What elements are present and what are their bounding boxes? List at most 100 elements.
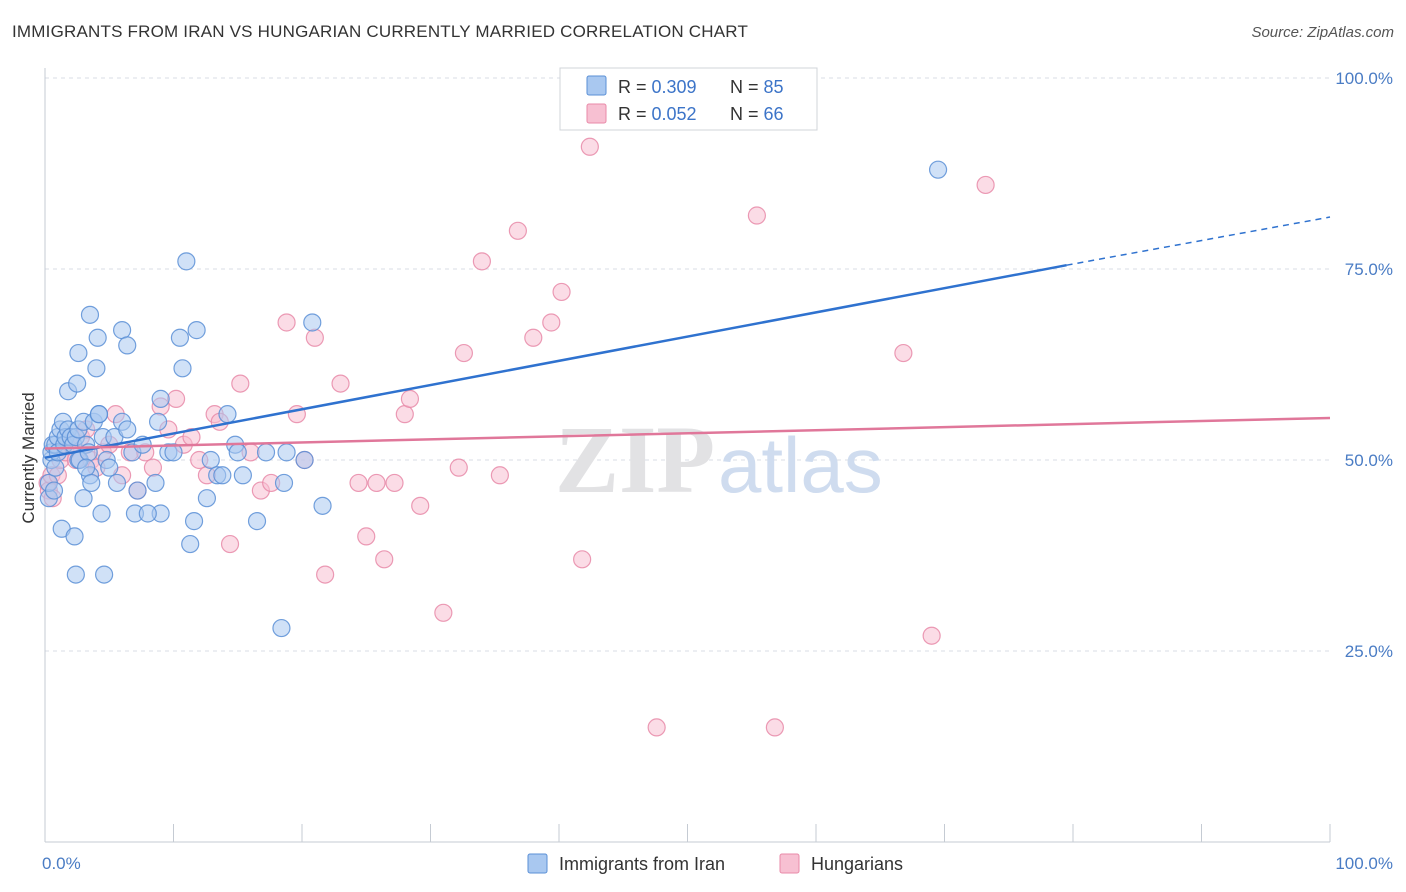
point-hungarians (220, 534, 240, 554)
point-hungarians (508, 221, 527, 240)
point-iran (197, 489, 217, 508)
point-iran (233, 466, 252, 485)
point-hungarians (400, 389, 420, 408)
point-iran (218, 405, 237, 424)
point-iran (151, 389, 170, 408)
point-hungarians (454, 343, 474, 363)
point-hungarians (542, 313, 561, 332)
point-iran (44, 481, 64, 500)
point-hungarians (894, 343, 913, 363)
point-iran (170, 328, 190, 347)
legend-n-value-2: 66 (764, 104, 784, 124)
x-tick-label: 100.0% (1335, 854, 1393, 873)
point-iran (201, 450, 220, 470)
point-hungarians (765, 718, 784, 737)
point-iran (187, 321, 206, 340)
point-iran (68, 374, 87, 393)
bottom-legend-swatch-iran (527, 853, 548, 874)
point-hungarians (747, 206, 766, 225)
grid (45, 77, 1330, 652)
point-hungarians (277, 313, 296, 332)
point-iran (82, 473, 101, 493)
point-iran (77, 458, 96, 477)
point-hungarians (166, 389, 186, 408)
point-iran (303, 313, 322, 332)
point-iran (256, 443, 276, 462)
y-axis-label: Currently Married (19, 392, 38, 523)
chart-source: Source: ZipAtlas.com (1251, 24, 1394, 41)
bottom-legend: Immigrants from Iran Hungarians (527, 853, 903, 874)
point-hungarians (524, 328, 543, 347)
point-iran (118, 420, 137, 439)
point-iran (295, 450, 314, 470)
point-hungarians (449, 458, 468, 477)
svg-text:N = 85: N = 85 (730, 77, 784, 97)
y-tick-label: 75.0% (1345, 260, 1393, 279)
point-iran (88, 328, 107, 347)
point-hungarians (552, 282, 571, 302)
bottom-legend-swatch-hungarians (779, 853, 800, 874)
point-iran (173, 359, 192, 378)
point-hungarians (434, 603, 453, 622)
y-tick-label: 50.0% (1345, 451, 1393, 470)
point-iran (313, 496, 332, 515)
point-iran (69, 343, 88, 363)
point-hungarians (573, 550, 592, 569)
legend: R = 0.309 N = 85 R = 0.052 N = 66 (559, 67, 818, 131)
point-hungarians (367, 473, 386, 493)
x-tick-label: 0.0% (42, 854, 81, 873)
legend-n-value-1: 85 (764, 77, 784, 97)
bottom-legend-label-hungarians: Hungarians (811, 854, 903, 874)
point-iran (118, 336, 137, 355)
watermark-atlas: atlas (718, 421, 883, 509)
point-iran (65, 527, 84, 546)
chart-title: IMMIGRANTS FROM IRAN VS HUNGARIAN CURREN… (12, 22, 749, 41)
point-iran (148, 412, 168, 431)
point-iran (228, 443, 247, 462)
point-hungarians (395, 405, 414, 424)
point-hungarians (305, 328, 324, 347)
point-hungarians (472, 252, 491, 271)
point-iran (66, 565, 85, 584)
point-iran (274, 473, 294, 493)
trend-lines (44, 216, 1331, 459)
legend-r-value-1: 0.309 (652, 77, 697, 97)
point-iran (100, 458, 119, 477)
point-iran (89, 405, 109, 424)
point-hungarians (349, 473, 368, 493)
svg-text:R = 0.052: R = 0.052 (618, 104, 697, 124)
legend-r-label-2: R = (618, 104, 652, 124)
trend-line-hungarians (44, 416, 1331, 450)
legend-n-label-1: N = (730, 77, 764, 97)
point-iran (107, 473, 127, 493)
point-iran (46, 458, 65, 477)
legend-n-label-2: N = (730, 104, 764, 124)
trend-line-iran (44, 263, 1067, 459)
point-iran (95, 565, 114, 584)
data-points (38, 137, 995, 737)
point-hungarians (231, 374, 250, 393)
point-hungarians (411, 496, 430, 515)
point-hungarians (922, 626, 941, 645)
point-iran (164, 443, 183, 462)
point-iran (213, 466, 232, 485)
point-iran (138, 504, 157, 523)
point-hungarians (143, 458, 163, 477)
point-hungarians (580, 137, 599, 156)
y-tick-label: 25.0% (1345, 642, 1393, 661)
point-iran (80, 305, 100, 324)
point-iran (177, 252, 196, 271)
watermark-zip: ZIP (555, 406, 715, 513)
point-iran (184, 512, 204, 531)
point-iran (181, 534, 200, 554)
point-hungarians (976, 175, 995, 195)
point-iran (112, 321, 132, 340)
watermark: ZIP atlas (555, 406, 883, 513)
point-iran (247, 512, 267, 531)
legend-r-label-1: R = (618, 77, 652, 97)
point-iran (74, 489, 93, 508)
point-hungarians (331, 374, 350, 393)
legend-r-value-2: 0.052 (652, 104, 697, 124)
trend-line-iran-extension (1066, 216, 1331, 266)
svg-text:N = 66: N = 66 (730, 104, 784, 124)
